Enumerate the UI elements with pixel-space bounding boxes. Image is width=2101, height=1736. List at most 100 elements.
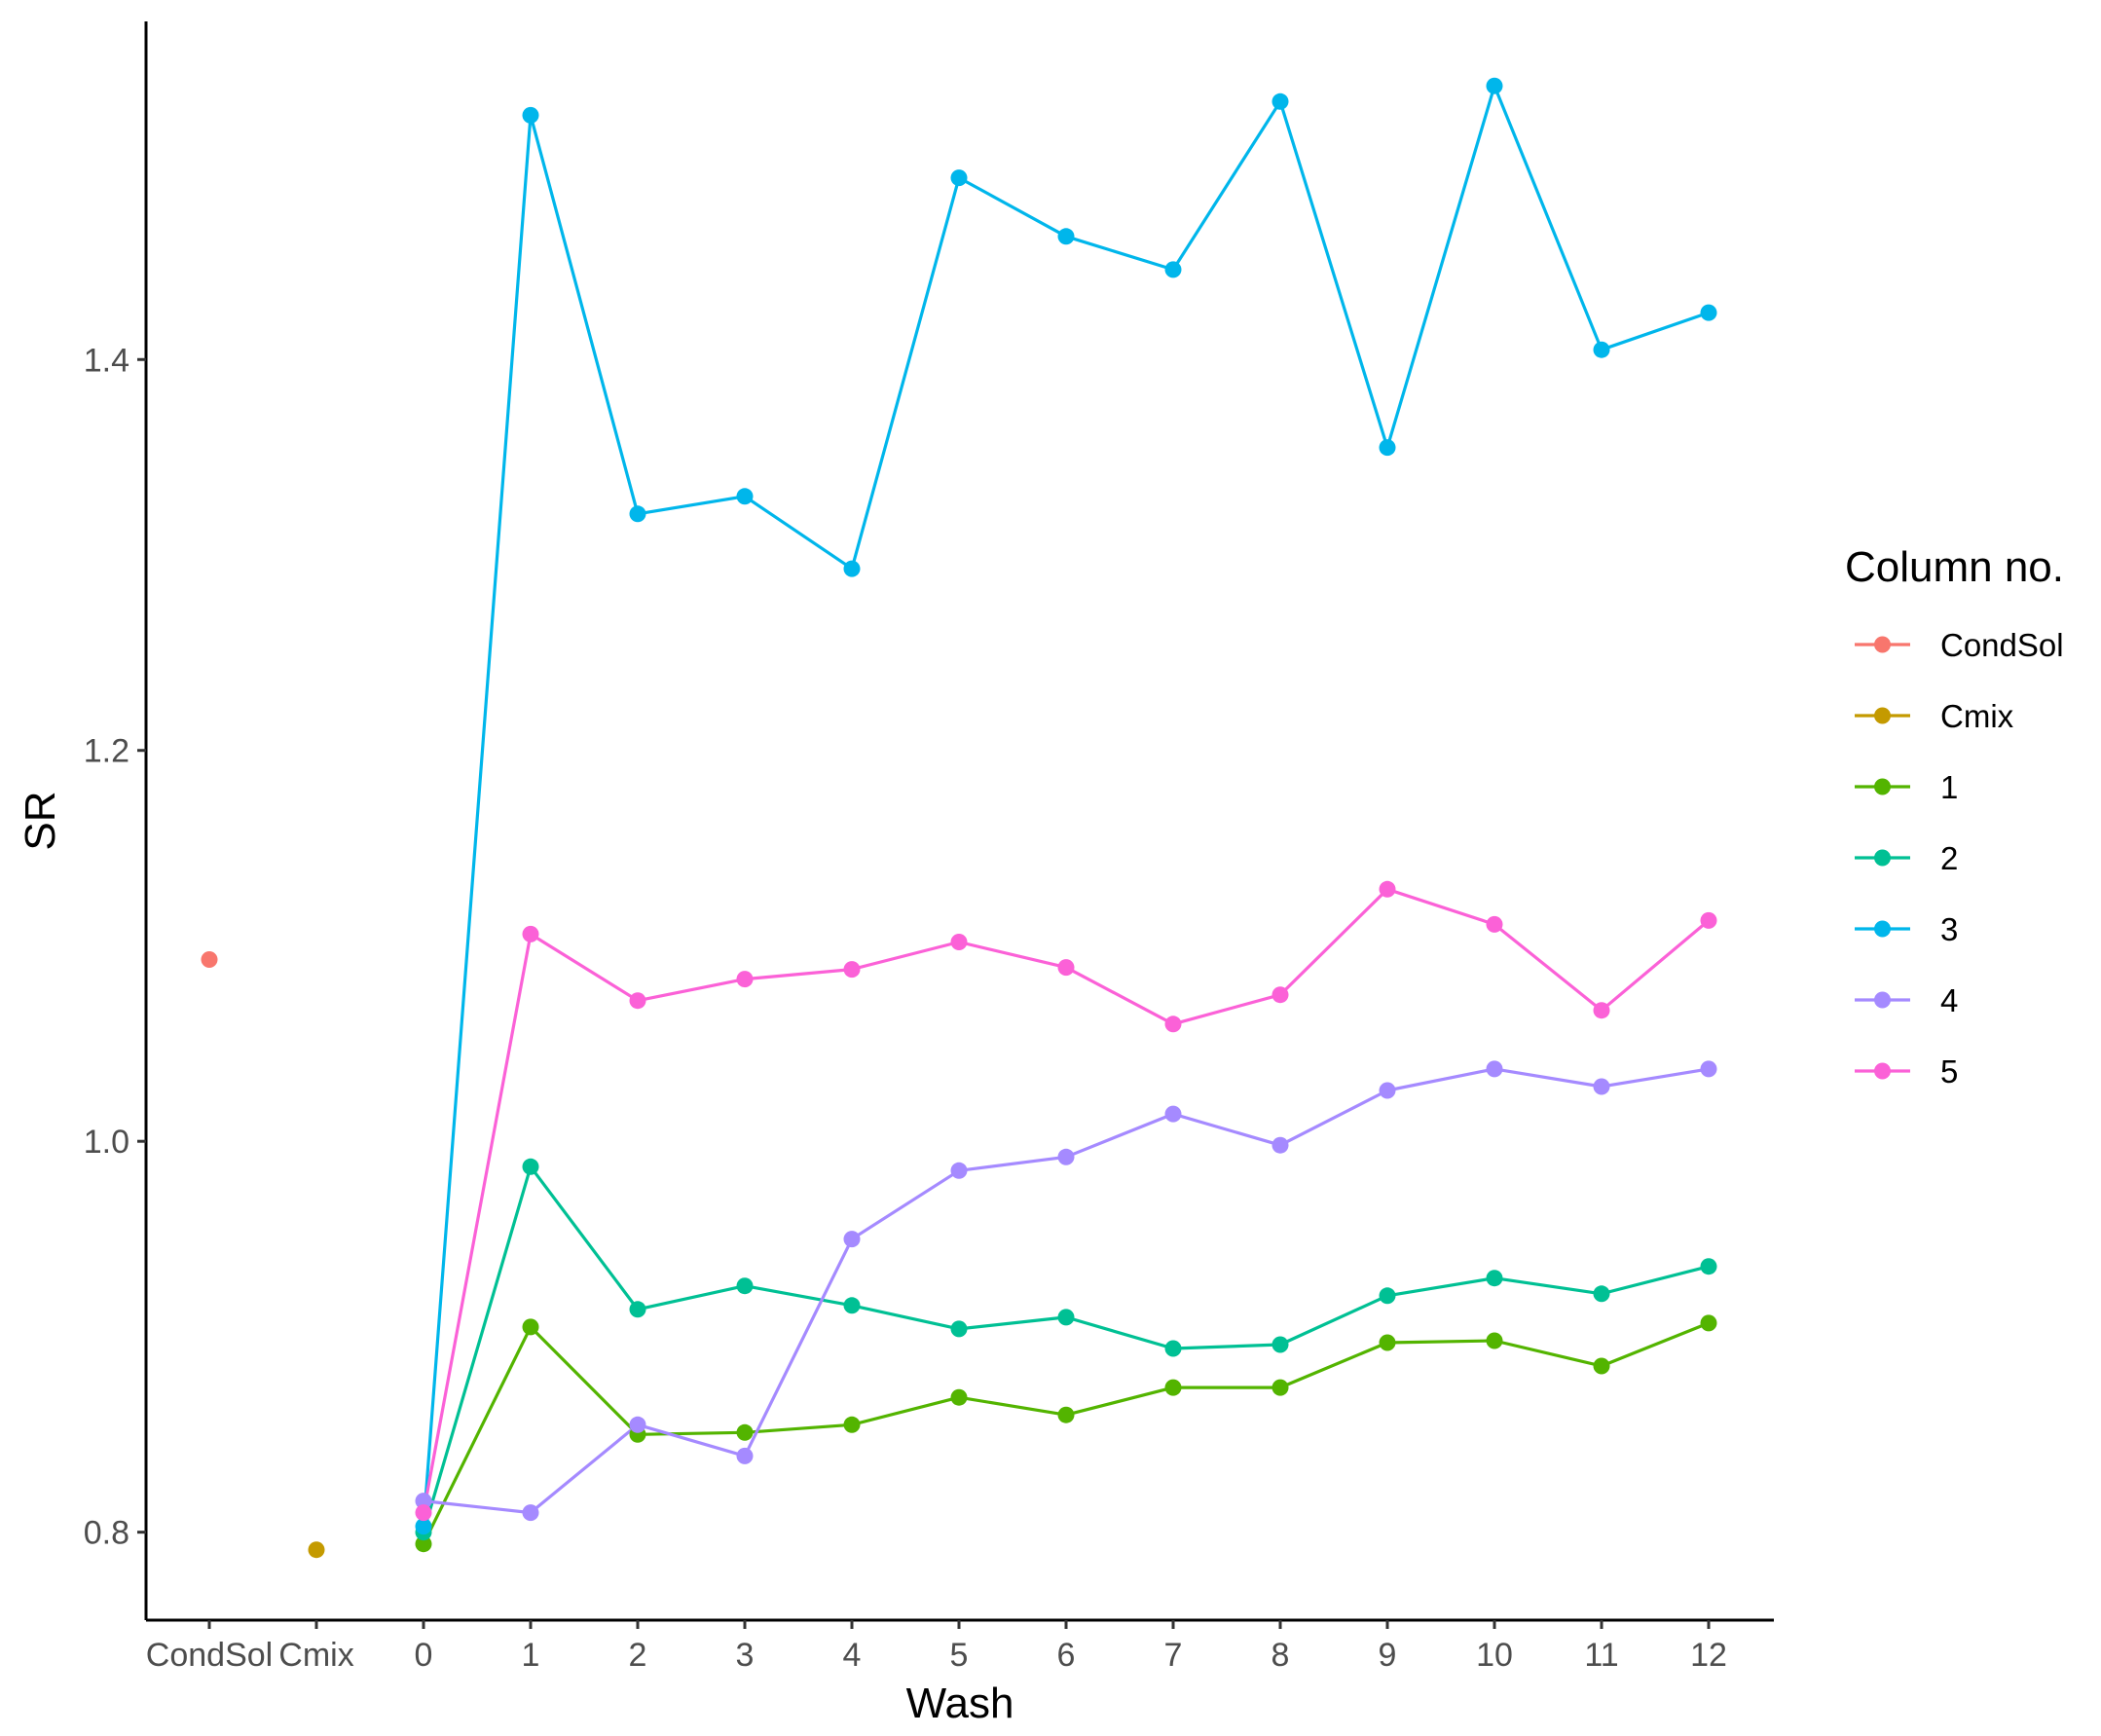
legend-key-point xyxy=(1874,991,1891,1009)
y-axis-title: SR xyxy=(17,791,64,850)
data-point-3 xyxy=(522,106,539,124)
data-point-1 xyxy=(950,1388,968,1406)
data-point-3 xyxy=(843,560,861,577)
data-point-5 xyxy=(843,961,861,979)
series-points xyxy=(201,77,1717,1559)
legend-item: 4 xyxy=(1855,982,1958,1018)
data-point-3 xyxy=(950,169,968,187)
x-ticks: CondSol Cmix 0 1 2 3 4 5 6 7 8 9 10 11 12 xyxy=(146,1620,1727,1674)
y-tick-label: 1.2 xyxy=(84,733,129,770)
data-point-4 xyxy=(843,1231,861,1248)
data-point-1 xyxy=(1379,1334,1396,1351)
data-point-5 xyxy=(950,934,968,950)
x-tick-label: Cmix xyxy=(278,1637,353,1674)
data-point-2 xyxy=(1272,1336,1289,1353)
x-tick-label: 11 xyxy=(1584,1637,1618,1674)
data-point-2 xyxy=(950,1320,968,1338)
x-tick-label: 9 xyxy=(1379,1637,1397,1674)
x-tick-label: 8 xyxy=(1272,1637,1290,1674)
y-tick-label: 1.0 xyxy=(84,1124,129,1161)
data-point-1 xyxy=(1593,1357,1610,1375)
legend-key-point xyxy=(1874,707,1891,724)
data-point-4 xyxy=(1593,1078,1610,1095)
x-tick-label: 6 xyxy=(1057,1637,1076,1674)
data-point-2 xyxy=(1379,1287,1396,1305)
x-tick-label: CondSol xyxy=(146,1637,273,1674)
series-line-4 xyxy=(423,1067,1710,1515)
data-point-3 xyxy=(1486,77,1503,94)
x-tick-label: 10 xyxy=(1476,1637,1513,1674)
x-axis-title: Wash xyxy=(906,1680,1014,1727)
data-point-3 xyxy=(1057,228,1075,245)
data-point-4 xyxy=(1379,1082,1396,1099)
x-tick-label: 4 xyxy=(843,1637,862,1674)
data-point-2 xyxy=(1057,1309,1075,1326)
legend-label: 1 xyxy=(1940,769,1958,805)
data-point-4 xyxy=(950,1162,968,1179)
x-tick-label: 3 xyxy=(736,1637,755,1674)
data-point-5 xyxy=(1379,880,1396,898)
legend: Column no. CondSol Cmix 1 2 3 4 5 xyxy=(1845,543,2064,1090)
legend-label: 5 xyxy=(1940,1053,1958,1090)
legend-label: 4 xyxy=(1940,982,1958,1018)
data-point-1 xyxy=(415,1535,432,1553)
legend-key-point xyxy=(1874,636,1891,653)
data-point-1 xyxy=(1057,1406,1075,1423)
x-tick-label: 12 xyxy=(1690,1637,1727,1674)
data-point-3 xyxy=(415,1518,432,1535)
data-point-3 xyxy=(1379,439,1396,457)
legend-item: 2 xyxy=(1855,840,1958,876)
data-point-2 xyxy=(736,1277,754,1295)
y-tick-label: 0.8 xyxy=(84,1515,129,1552)
data-point-5 xyxy=(629,992,646,1010)
data-point-3 xyxy=(629,505,646,523)
data-point-2 xyxy=(522,1158,539,1175)
data-point-2 xyxy=(843,1297,861,1314)
x-tick-label: 7 xyxy=(1164,1637,1183,1674)
data-point-5 xyxy=(522,925,539,942)
legend-label: Cmix xyxy=(1940,698,2014,734)
legend-label: 2 xyxy=(1940,840,1958,876)
x-tick-label: 5 xyxy=(950,1637,969,1674)
data-point-4 xyxy=(1057,1148,1075,1165)
legend-items: CondSol Cmix 1 2 3 4 5 xyxy=(1855,627,2064,1090)
legend-item: Cmix xyxy=(1855,698,2014,734)
data-point-5 xyxy=(1486,915,1503,933)
data-point-5 xyxy=(415,1504,432,1522)
data-point-5 xyxy=(1700,911,1717,929)
legend-key-point xyxy=(1874,1062,1891,1080)
data-point-2 xyxy=(629,1301,646,1318)
data-point-4 xyxy=(415,1493,432,1510)
legend-item: 3 xyxy=(1855,911,1958,947)
data-point-1 xyxy=(843,1416,861,1433)
data-point-4 xyxy=(1486,1060,1503,1078)
data-point-3 xyxy=(1593,341,1610,358)
x-tick-label: 1 xyxy=(522,1637,540,1674)
axes xyxy=(144,21,1774,1622)
data-point-4 xyxy=(629,1416,646,1433)
data-point-4 xyxy=(522,1504,539,1522)
data-point-5 xyxy=(1164,1016,1182,1033)
legend-label: 3 xyxy=(1940,911,1958,947)
data-point-3 xyxy=(1272,92,1289,110)
data-point-5 xyxy=(1057,959,1075,977)
legend-label: CondSol xyxy=(1940,627,2064,663)
data-point-2 xyxy=(1593,1285,1610,1303)
legend-title: Column no. xyxy=(1845,543,2064,591)
data-point-1 xyxy=(1700,1314,1717,1332)
legend-key-point xyxy=(1874,778,1891,795)
legend-key-point xyxy=(1874,920,1891,938)
data-point-1 xyxy=(1486,1332,1503,1349)
data-point-2 xyxy=(1486,1270,1503,1287)
data-point-Cmix xyxy=(308,1541,325,1559)
data-point-5 xyxy=(736,971,754,988)
x-tick-label: 2 xyxy=(629,1637,647,1674)
legend-key-point xyxy=(1874,849,1891,867)
legend-item: 1 xyxy=(1855,769,1958,805)
data-point-5 xyxy=(1593,1002,1610,1019)
data-point-3 xyxy=(1700,304,1717,321)
data-point-1 xyxy=(736,1423,754,1441)
data-point-2 xyxy=(1700,1258,1717,1275)
data-point-3 xyxy=(736,488,754,505)
